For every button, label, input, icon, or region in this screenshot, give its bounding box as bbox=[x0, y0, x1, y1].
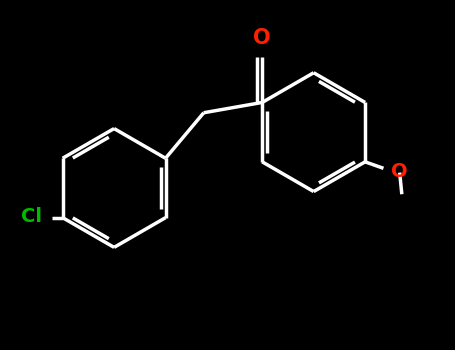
Text: O: O bbox=[391, 162, 408, 181]
Text: Cl: Cl bbox=[21, 207, 42, 226]
Text: O: O bbox=[253, 28, 271, 48]
